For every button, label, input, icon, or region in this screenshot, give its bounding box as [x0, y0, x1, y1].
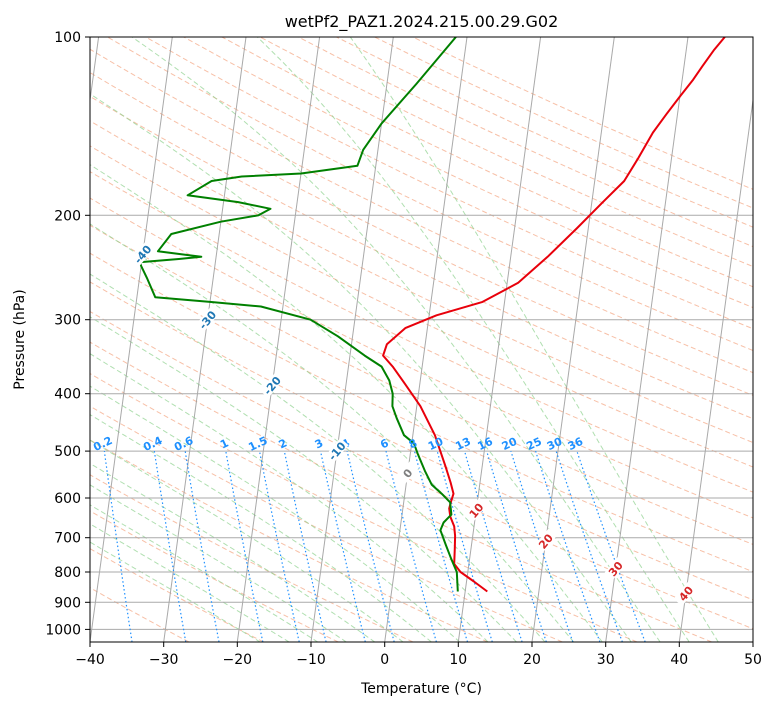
x-axis-label: Temperature (°C)	[360, 681, 482, 697]
x-tick-label: 0	[380, 652, 389, 668]
y-tick-label: 100	[54, 30, 81, 46]
y-tick-label: 1000	[45, 622, 81, 638]
y-tick-label: 700	[54, 531, 81, 547]
y-tick-label: 900	[54, 595, 81, 611]
y-tick-label: 200	[54, 208, 81, 224]
x-tick-label: −10	[296, 652, 326, 668]
x-tick-label: −30	[149, 652, 179, 668]
x-tick-label: 20	[523, 652, 541, 668]
y-tick-label: 800	[54, 565, 81, 581]
chart-title: wetPf2_PAZ1.2024.215.00.29.G02	[285, 12, 559, 32]
x-tick-label: 30	[597, 652, 615, 668]
y-tick-label: 600	[54, 491, 81, 507]
x-tick-label: 40	[670, 652, 688, 668]
y-tick-label: 500	[54, 444, 81, 460]
x-tick-label: −40	[75, 652, 105, 668]
x-tick-label: −20	[223, 652, 253, 668]
x-tick-label: 10	[449, 652, 467, 668]
y-tick-label: 400	[54, 387, 81, 403]
x-tick-label: 50	[744, 652, 762, 668]
y-axis-label: Pressure (hPa)	[12, 289, 28, 389]
y-tick-label: 300	[54, 313, 81, 329]
